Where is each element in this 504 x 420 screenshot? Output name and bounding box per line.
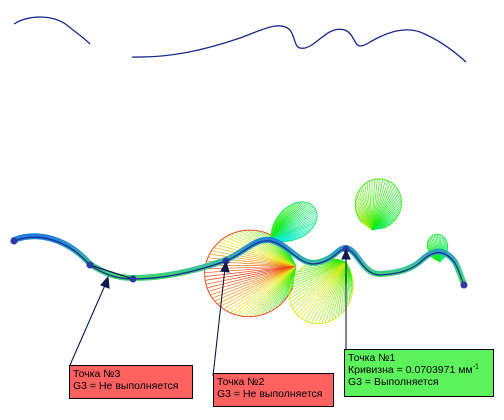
callout-point-3[interactable]: Точка №3 G3 = Не выполняется — [69, 365, 193, 399]
comb-lobe-lower-right — [289, 258, 353, 324]
curvature-ribbon — [14, 236, 464, 284]
callout-point-1-curvature: Кривизна = 0.0703971 мм-1 — [348, 364, 490, 376]
control-point[interactable] — [130, 276, 137, 283]
comb-lobe-upper-left — [270, 202, 317, 242]
callout-point-1[interactable]: Точка №1 Кривизна = 0.0703971 мм-1 G3 = … — [344, 349, 494, 397]
control-point-start[interactable] — [11, 238, 18, 245]
callout-point-1-title: Точка №1 — [348, 352, 490, 364]
reference-curve-left[interactable] — [14, 17, 90, 44]
callout-point-2-g3: G3 = Не выполняется — [217, 388, 330, 400]
comb-lobe-upper-right — [355, 179, 401, 230]
reference-curve-right[interactable] — [132, 26, 466, 62]
callout-point-1-g3: G3 = Выполняется — [348, 376, 490, 388]
callout-point-3-g3: G3 = Не выполняется — [73, 380, 189, 392]
control-point-end[interactable] — [461, 282, 468, 289]
callout-point-2[interactable]: Точка №2 G3 = Не выполняется — [213, 373, 334, 407]
comb-lobe-end — [427, 234, 447, 262]
control-point[interactable] — [87, 262, 94, 269]
callout-point-3-title: Точка №3 — [73, 368, 189, 380]
callout-point-2-title: Точка №2 — [217, 376, 330, 388]
